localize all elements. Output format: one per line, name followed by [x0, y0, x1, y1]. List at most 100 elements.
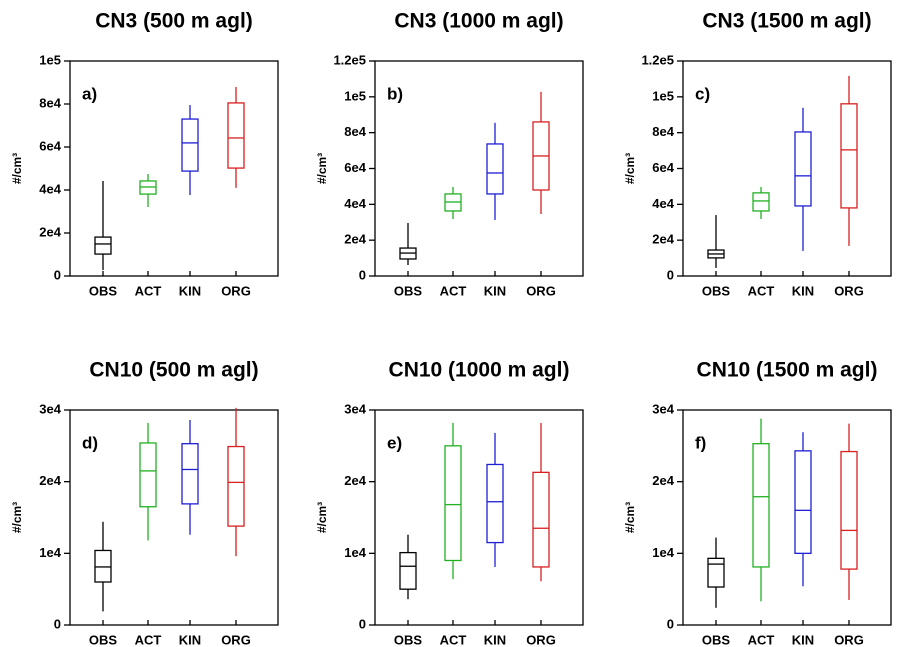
x-tick-label: KIN: [484, 632, 506, 647]
panel: CN3 (500 m agl) a) #/cm³ 0 2e4 4e4 6e4 8e4 1e5 OB…: [10, 10, 279, 298]
y-tick-label: 1.2e5: [333, 52, 366, 67]
panel-title: CN3 (500 m agl): [95, 10, 253, 33]
y-tick-label: 8e4: [39, 95, 61, 110]
x-tick-label: OBS: [89, 632, 118, 647]
panel: CN10 (1000 m agl) e) #/cm³ 0 1e4 2e4 3e4 OBS ACT…: [315, 359, 584, 647]
plot-frame: [374, 409, 584, 626]
panel-label: a): [82, 84, 97, 103]
y-tick-label: 2e4: [39, 224, 61, 239]
x-tick-label: ORG: [221, 632, 251, 647]
y-tick-label: 1e4: [344, 545, 366, 560]
x-tick-label: ORG: [834, 283, 864, 298]
panel: CN3 (1500 m agl) c) #/cm³ 0 2e4 4e4 6e4 8e4 1e5 1…: [623, 10, 892, 298]
plot-frame: [69, 409, 279, 626]
y-axis-label: #/cm³: [315, 502, 329, 533]
box: [532, 471, 550, 568]
y-tick-label: 1e5: [652, 88, 674, 103]
panel-label: e): [387, 433, 402, 452]
box: [227, 102, 245, 169]
panel-label: d): [82, 433, 98, 452]
plot-frame: [682, 60, 892, 277]
y-tick-label: 2e4: [652, 473, 674, 488]
y-tick-label: 2e4: [652, 232, 674, 247]
box: [794, 450, 812, 554]
panel-title: CN3 (1000 m agl): [394, 10, 563, 33]
x-tick-label: OBS: [702, 283, 731, 298]
panel-label: b): [387, 84, 403, 103]
y-tick-label: 1e4: [39, 545, 61, 560]
y-tick-label: 4e4: [652, 196, 674, 211]
x-tick-label: OBS: [89, 283, 118, 298]
y-tick-label: 0: [359, 267, 366, 282]
box: [94, 549, 112, 583]
y-tick-label: 4e4: [344, 196, 366, 211]
y-tick-label: 1e5: [39, 52, 61, 67]
box: [181, 443, 199, 505]
box: [486, 143, 504, 195]
y-tick-label: 1e5: [344, 88, 366, 103]
panel: CN10 (1500 m agl) f) #/cm³ 0 1e4 2e4 3e4 OBS ACT…: [623, 359, 892, 647]
y-tick-label: 0: [667, 616, 674, 631]
x-tick-label: ACT: [440, 283, 467, 298]
y-tick-label: 2e4: [344, 473, 366, 488]
panel-label: f): [695, 433, 706, 452]
panel: CN3 (1000 m agl) b) #/cm³ 0 2e4 4e4 6e4 8e4 1e5 1…: [315, 10, 584, 298]
box: [486, 463, 504, 544]
x-tick-label: KIN: [792, 632, 814, 647]
panel-title: CN10 (1000 m agl): [389, 359, 570, 382]
y-axis-label: #/cm³: [623, 502, 637, 533]
y-tick-label: 4e4: [39, 181, 61, 196]
y-tick-label: 6e4: [652, 160, 674, 175]
plot-frame: [374, 60, 584, 277]
panel: CN10 (500 m agl) d) #/cm³ 0 1e4 2e4 3e4 OBS ACT K…: [10, 359, 279, 647]
x-tick-label: ORG: [526, 283, 556, 298]
x-tick-label: ACT: [748, 283, 775, 298]
x-tick-label: ACT: [135, 283, 162, 298]
y-tick-label: 3e4: [652, 401, 674, 416]
x-tick-label: KIN: [179, 283, 201, 298]
y-tick-label: 0: [54, 267, 61, 282]
y-axis-label: #/cm³: [315, 153, 329, 184]
x-tick-label: ACT: [440, 632, 467, 647]
box: [707, 557, 725, 588]
box: [752, 192, 770, 212]
y-tick-label: 2e4: [39, 473, 61, 488]
x-tick-label: KIN: [484, 283, 506, 298]
box: [840, 103, 858, 209]
x-tick-label: ORG: [834, 632, 864, 647]
box: [840, 450, 858, 570]
x-tick-label: ORG: [221, 283, 251, 298]
y-tick-label: 6e4: [39, 138, 61, 153]
y-tick-label: 0: [54, 616, 61, 631]
x-tick-label: ORG: [526, 632, 556, 647]
y-axis-label: #/cm³: [623, 153, 637, 184]
y-tick-label: 3e4: [344, 401, 366, 416]
y-axis-label: #/cm³: [10, 153, 24, 184]
plot-frame: [69, 60, 279, 277]
y-tick-label: 6e4: [344, 160, 366, 175]
y-tick-label: 8e4: [652, 124, 674, 139]
y-tick-label: 2e4: [344, 232, 366, 247]
y-tick-label: 3e4: [39, 401, 61, 416]
x-tick-label: ACT: [135, 632, 162, 647]
panel-title: CN10 (500 m agl): [89, 359, 258, 382]
box: [181, 118, 199, 172]
y-tick-label: 0: [359, 616, 366, 631]
x-tick-label: OBS: [394, 632, 423, 647]
box: [94, 236, 112, 255]
y-tick-label: 0: [667, 267, 674, 282]
y-tick-label: 1.2e5: [641, 52, 674, 67]
box: [139, 442, 157, 508]
x-tick-label: KIN: [179, 632, 201, 647]
x-tick-label: ACT: [748, 632, 775, 647]
panel-label: c): [695, 84, 710, 103]
y-tick-label: 1e4: [652, 545, 674, 560]
box: [794, 131, 812, 207]
box: [399, 551, 417, 590]
x-tick-label: KIN: [792, 283, 814, 298]
box: [752, 443, 770, 568]
y-tick-label: 8e4: [344, 124, 366, 139]
y-axis-label: #/cm³: [10, 502, 24, 533]
panel-title: CN3 (1500 m agl): [702, 10, 871, 33]
